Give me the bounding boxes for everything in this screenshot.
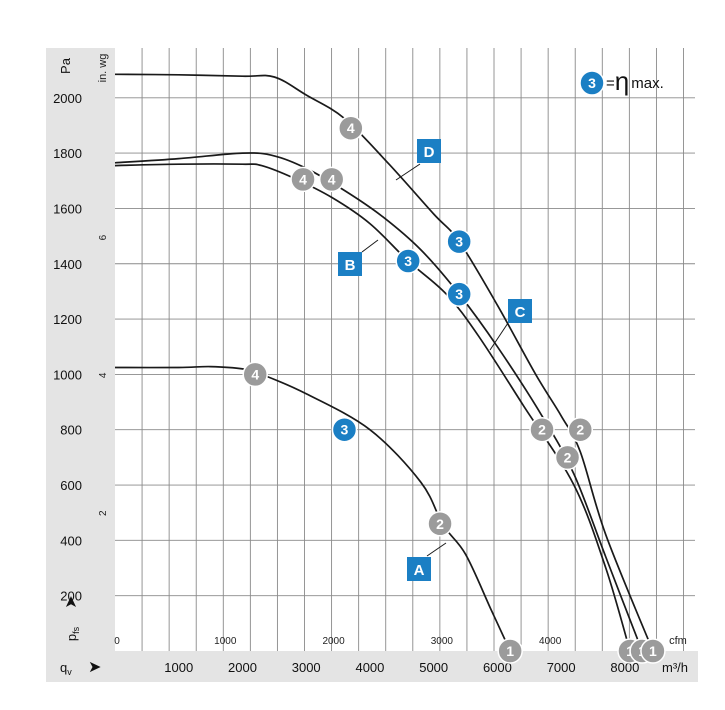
curve-D	[114, 73, 654, 652]
x-axis-symbol: qv	[60, 660, 72, 677]
legend-text: =η max.	[606, 66, 664, 96]
marker-A-1	[497, 638, 523, 664]
y-inwg-tick-label: 2	[98, 510, 109, 516]
leader-C	[489, 319, 511, 351]
bottom-axis-panel	[46, 651, 698, 682]
legend-marker-label: 3	[588, 75, 596, 91]
left-axis-panel	[46, 48, 115, 682]
marker-label-B-4: 4	[299, 171, 307, 187]
curve-label-C: C	[515, 304, 526, 321]
marker-C-3	[446, 281, 472, 307]
grid-lines	[115, 48, 695, 651]
marker-label-D-2: 2	[576, 422, 584, 438]
x-cfm-tick-label: 4000	[539, 636, 562, 647]
y-tick-label: 1600	[53, 201, 82, 216]
x-tick-label: 3000	[292, 660, 321, 675]
marker-B-4	[290, 166, 316, 193]
marker-A-3	[331, 416, 358, 443]
marker-label-A-2: 2	[436, 516, 444, 532]
marker-label-A-4: 4	[251, 366, 259, 382]
marker-label-C-4: 4	[328, 171, 336, 187]
marker-D-3	[446, 228, 472, 255]
x-tick-label: 6000	[483, 660, 512, 675]
marker-label-D-4: 4	[347, 120, 355, 136]
leader-B	[361, 239, 379, 253]
y-tick-label: 800	[60, 423, 82, 438]
y-axis-unit-label: Pa	[58, 57, 73, 74]
y-tick-label: 1800	[53, 146, 82, 161]
x-axis-symbol-subscript: v	[67, 667, 72, 677]
marker-A-2	[427, 511, 453, 537]
legend-max-text: max.	[631, 75, 664, 92]
legend-eta-symbol: η	[615, 66, 629, 96]
marker-label-C-3: 3	[455, 286, 463, 302]
x-cfm-tick-label: 1000	[214, 636, 237, 647]
legend-equals: =	[606, 75, 615, 92]
y-axis-symbol-p: p	[64, 634, 79, 641]
marker-label-D-3: 3	[455, 234, 463, 250]
marker-label-B-3: 3	[404, 253, 412, 269]
leader-D	[395, 163, 421, 181]
curve-label-box-A	[407, 557, 431, 581]
marker-C-2	[554, 444, 581, 471]
marker-C-4	[318, 166, 345, 193]
y-tick-label: 2000	[53, 91, 82, 106]
legend: 3 =η max.	[579, 66, 664, 96]
x-axis-arrow: ➤	[88, 659, 101, 676]
marker-D-1	[640, 638, 666, 664]
marker-label-D-1: 1	[649, 643, 657, 659]
y-tick-label: 1400	[53, 257, 82, 272]
marker-label-A-3: 3	[341, 422, 349, 438]
y-inwg-tick-label: 6	[98, 234, 109, 240]
axis-labels: Pa in. wg pfs ➤ qv ➤ m³/h cfm 1000 2000 30…	[53, 54, 688, 677]
x-cfm-tick-label: 0	[114, 636, 120, 647]
y-axis-symbol-subscript: fs	[71, 626, 81, 634]
curve-label-box-B	[338, 252, 362, 276]
y-tick-label: 400	[60, 533, 82, 548]
x-axis-secondary-unit-label: cfm	[669, 635, 687, 647]
x-tick-label: 5000	[419, 660, 448, 675]
y-axis-secondary-unit-label: in. wg	[97, 54, 109, 83]
x-cfm-tick-label: 2000	[322, 636, 345, 647]
curve-labels: A B C D	[338, 139, 532, 581]
y-axis-arrow: ➤	[63, 595, 80, 608]
marker-B-3	[395, 248, 421, 274]
x-tick-label: 8000	[610, 660, 639, 675]
legend-marker	[579, 70, 605, 96]
marker-D-4	[338, 115, 364, 141]
x-axis-symbol-q: q	[60, 660, 67, 675]
y-tick-label: 600	[60, 478, 82, 493]
x-tick-label: 1000	[164, 660, 193, 675]
curve-label-D: D	[424, 144, 435, 161]
y-tick-label: 200	[60, 589, 82, 604]
x-axis-unit-label: m³/h	[662, 660, 688, 675]
curve-label-box-C	[508, 299, 532, 323]
marker-label-B-2: 2	[538, 422, 546, 438]
y-inwg-tick-label: 4	[98, 372, 109, 378]
operating-point-markers: 4321432143214321	[242, 115, 666, 664]
x-tick-label: 2000	[228, 660, 257, 675]
y-tick-label: 1200	[53, 312, 82, 327]
marker-label-C-2: 2	[564, 449, 572, 465]
curve-C	[114, 152, 643, 652]
x-cfm-tick-label: 3000	[431, 636, 454, 647]
curve-label-box-D	[417, 139, 441, 163]
marker-B-2	[529, 416, 555, 443]
curve-label-B: B	[345, 257, 356, 274]
marker-A-4	[242, 361, 268, 388]
plot-area	[115, 48, 695, 651]
y-tick-label: 1000	[53, 367, 82, 382]
y-axis-symbol: pfs	[64, 626, 81, 641]
marker-D-2	[567, 416, 594, 443]
curve-label-leaders	[361, 163, 511, 557]
x-tick-label: 4000	[355, 660, 384, 675]
leader-A	[426, 542, 447, 557]
x-tick-label: 7000	[547, 660, 576, 675]
marker-label-A-1: 1	[506, 643, 514, 659]
curve-label-A: A	[414, 562, 425, 579]
curve-A	[114, 365, 511, 652]
